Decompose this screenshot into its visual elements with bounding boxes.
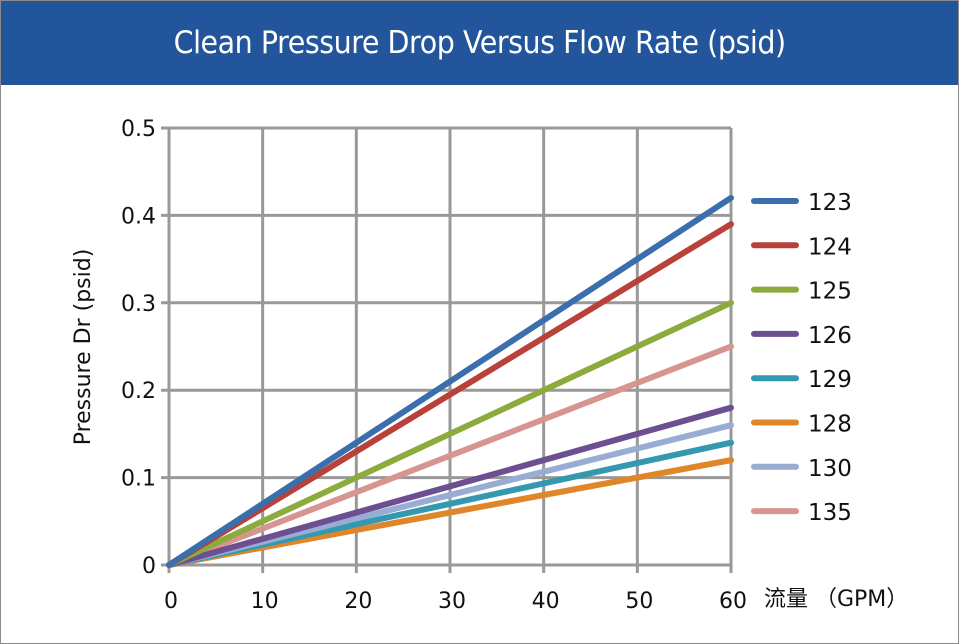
legend-label: 128 — [808, 412, 852, 438]
y-tick-label: 0.5 — [121, 117, 156, 142]
series-line-125 — [166, 299, 734, 568]
legend-item-125: 125 — [751, 279, 852, 305]
legend-item-129: 129 — [751, 367, 852, 393]
x-axis-title: 流量 （GPM） — [764, 587, 908, 612]
y-tick-label: 0.2 — [121, 379, 156, 404]
legend-label: 124 — [808, 234, 852, 260]
y-tick-label: 0.3 — [121, 292, 156, 317]
x-tick-label: 50 — [625, 589, 653, 614]
series-line-126 — [166, 404, 734, 568]
x-axis-ticks: 0 10 20 30 40 50 60 — [164, 589, 747, 614]
legend-label: 135 — [808, 500, 852, 526]
series-line-123 — [166, 194, 734, 568]
y-axis-ticks: 0 0.1 0.2 0.3 0.4 0.5 — [121, 117, 156, 579]
y-tick-label: 0 — [142, 554, 156, 579]
grid — [161, 126, 733, 573]
y-axis-title: Pressure Dr (psid) — [71, 249, 96, 446]
y-tick-label: 0.1 — [121, 467, 156, 492]
legend-label: 129 — [808, 367, 852, 393]
legend-label: 126 — [808, 323, 852, 349]
legend-item-128: 128 — [751, 412, 852, 438]
x-tick-label: 30 — [438, 589, 466, 614]
y-tick-label: 0.4 — [121, 204, 156, 229]
chart-title: Clean Pressure Drop Versus Flow Rate (ps… — [173, 25, 786, 61]
legend-item-123: 123 — [751, 190, 852, 216]
series-line-135 — [166, 343, 734, 568]
title-bar: Clean Pressure Drop Versus Flow Rate (ps… — [1, 1, 958, 85]
legend-label: 123 — [808, 190, 852, 216]
legend-item-126: 126 — [751, 323, 852, 349]
x-tick-label: 0 — [164, 589, 178, 614]
series-line-124 — [166, 221, 734, 568]
x-tick-label: 10 — [251, 589, 279, 614]
x-tick-label: 20 — [344, 589, 372, 614]
legend-item-130: 130 — [751, 456, 852, 482]
x-tick-label: 40 — [532, 589, 560, 614]
legend-label: 130 — [808, 456, 852, 482]
x-tick-label: 60 — [719, 589, 747, 614]
legend-label: 125 — [808, 279, 852, 305]
legend-item-135: 135 — [751, 500, 852, 526]
series-lines — [166, 194, 734, 568]
legend: 123 124 125 126 129 128 130 135 — [751, 190, 852, 526]
legend-item-124: 124 — [751, 234, 852, 260]
